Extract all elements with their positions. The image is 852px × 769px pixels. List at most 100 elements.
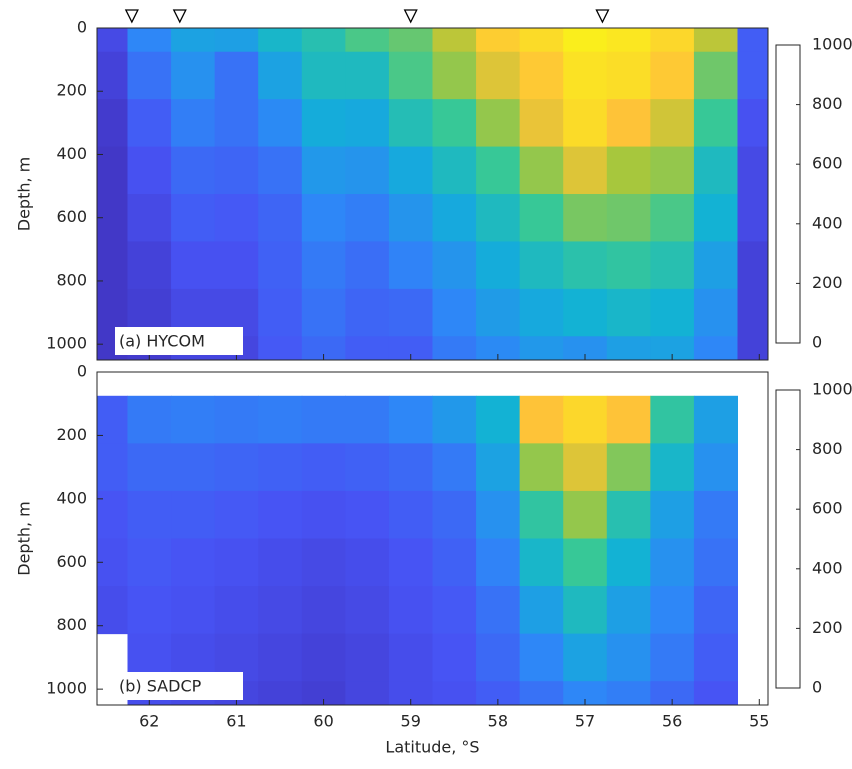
cell [258,443,303,492]
y-tick-label: 1000 [46,334,87,353]
y-tick-label: 0 [77,362,87,381]
cell [345,395,390,444]
cell [432,241,477,290]
cell [432,99,477,148]
cell [519,28,564,53]
cell [606,194,651,242]
cell [97,146,128,195]
cell [214,395,259,444]
cell [737,336,768,360]
station-marker [595,9,610,24]
cell [563,28,608,53]
cell [476,443,521,492]
cell [301,146,346,195]
cell [606,99,651,148]
cell [97,395,128,444]
cell [606,490,651,539]
cell [606,443,651,492]
cell [171,490,216,539]
cell [563,288,608,337]
label-box [115,672,243,700]
cell [519,336,564,360]
cell [563,633,608,682]
cell [97,194,128,242]
cell [693,336,738,360]
cell [301,395,346,444]
cell [432,288,477,337]
cell [693,28,738,53]
label-box [115,327,243,355]
field [97,28,768,360]
x-axis-label: Latitude, °S [385,738,479,757]
cell [388,288,433,337]
x-tick-label: 61 [226,712,246,731]
cell [606,681,651,705]
x-tick-label: 56 [662,712,682,731]
cell [388,28,433,53]
cell [97,443,128,492]
cell [345,146,390,195]
cell [258,146,303,195]
cell [127,51,172,100]
cell [258,633,303,682]
cell [171,146,216,195]
cell [650,288,695,337]
cell [476,336,521,360]
cell [258,241,303,290]
colorbar-tick-label: 800 [812,94,843,113]
cell [737,99,768,148]
cell [301,241,346,290]
cell [388,633,433,682]
cell [301,99,346,148]
cell [388,586,433,635]
cell [476,194,521,242]
cell [563,538,608,587]
axes-box [96,371,769,706]
cell [97,586,128,635]
cell [214,99,259,148]
cell [650,395,695,444]
cell [737,146,768,195]
cell [301,194,346,242]
cell [650,443,695,492]
cell [563,586,608,635]
cell [563,443,608,492]
cell [519,443,564,492]
cell [345,443,390,492]
cell [563,395,608,444]
cell [693,194,738,242]
cell [97,28,128,53]
cell [606,28,651,53]
cell [345,194,390,242]
cell [171,241,216,290]
colorbar-tick-label: 200 [812,273,843,292]
y-tick-label: 200 [56,425,87,444]
cell [214,538,259,587]
cell [432,538,477,587]
station-marker [403,9,418,24]
cell [519,288,564,337]
cell [519,490,564,539]
cell [171,443,216,492]
cell [388,395,433,444]
cell [171,28,216,53]
cell [650,490,695,539]
y-tick-label: 600 [56,552,87,571]
y-tick-label: 0 [77,18,87,37]
cell [432,28,477,53]
cell [301,490,346,539]
x-tick-label: 62 [139,712,159,731]
cell [650,336,695,360]
cell [258,336,303,360]
cell [388,538,433,587]
cell [737,51,768,100]
cell [388,146,433,195]
cell [563,336,608,360]
x-tick-label: 57 [575,712,595,731]
cell [432,51,477,100]
cell [258,681,303,705]
cell [301,681,346,705]
cell [693,51,738,100]
cell [519,681,564,705]
cell [693,146,738,195]
